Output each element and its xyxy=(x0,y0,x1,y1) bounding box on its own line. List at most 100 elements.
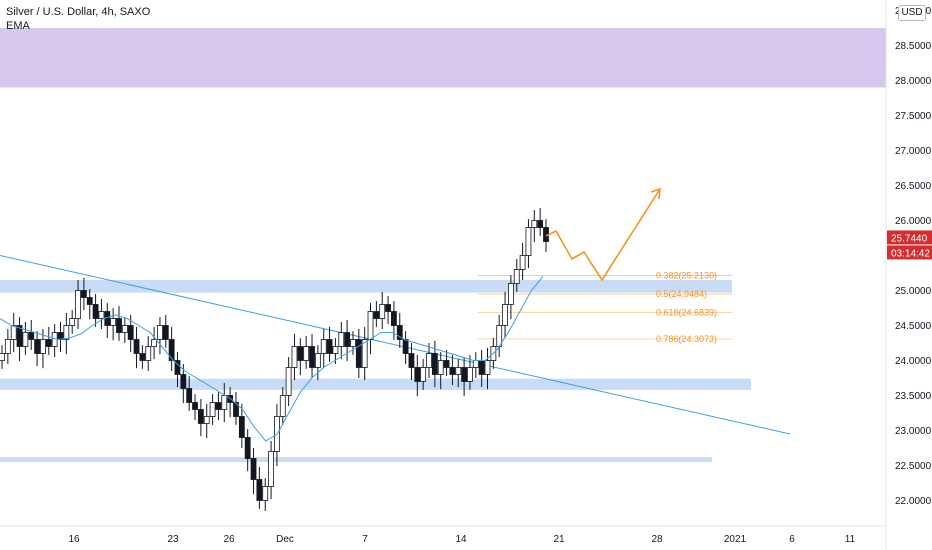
candle-body xyxy=(69,318,76,326)
candle-body xyxy=(414,367,421,382)
projection-layer xyxy=(545,187,661,282)
candle-body xyxy=(186,388,193,403)
projection-path xyxy=(545,188,661,282)
candle-body xyxy=(350,339,356,347)
candle-body xyxy=(426,353,432,368)
candle-body xyxy=(116,318,122,333)
x-tick-label: 28 xyxy=(651,534,663,545)
candle-body xyxy=(391,311,397,326)
candle-body xyxy=(408,353,415,368)
y-tick-label: 22.5000 xyxy=(895,461,932,472)
candle-body xyxy=(431,353,438,375)
trendline-layer xyxy=(0,255,791,435)
x-tick-label: 6 xyxy=(789,534,795,545)
candle-body xyxy=(197,409,204,424)
candle-body xyxy=(279,395,286,417)
countdown-text: 03:14:42 xyxy=(891,248,930,259)
candle-body xyxy=(157,325,163,340)
candle-body xyxy=(443,360,450,368)
x-tick-label: 21 xyxy=(553,534,565,545)
y-tick-label: 25.0000 xyxy=(895,286,932,297)
candle-body xyxy=(110,318,117,326)
candle-body xyxy=(151,339,157,347)
projection-arrow-head xyxy=(650,187,661,200)
candle-body xyxy=(63,325,70,340)
fib-layer: 0.382(25.2130) 0.5(24.9484) 0.618(24.6839)… xyxy=(478,271,732,344)
candle-body xyxy=(86,297,93,305)
countdown-badge xyxy=(887,245,932,260)
y-tick-label: 23.0000 xyxy=(895,426,932,437)
candle-body xyxy=(420,367,427,382)
candle-body xyxy=(262,486,269,501)
candle-body xyxy=(174,360,181,375)
candle-body xyxy=(344,332,351,347)
candle-body xyxy=(133,339,140,354)
candle-body xyxy=(16,325,23,347)
x-tick-label: 14 xyxy=(455,534,467,545)
candle-body xyxy=(361,339,368,368)
candle-body xyxy=(45,339,52,347)
candle-body xyxy=(309,346,315,368)
candle-body xyxy=(373,311,380,319)
candle-body xyxy=(484,360,491,375)
candle-body xyxy=(139,353,146,361)
candles-layer xyxy=(0,207,549,511)
candle-body xyxy=(121,325,128,333)
candle-body xyxy=(40,339,46,354)
candle-body xyxy=(233,402,239,417)
indicator-label[interactable]: EMA xyxy=(6,20,30,32)
y-tick-label: 26.0000 xyxy=(895,216,932,227)
candle-body xyxy=(127,325,134,340)
candle-body xyxy=(291,346,298,368)
last-price-badge xyxy=(887,230,932,245)
x-tick-label: 2021 xyxy=(724,534,747,545)
candle-body xyxy=(326,339,333,354)
y-tick-label: 26.5000 xyxy=(895,181,932,192)
candle-body xyxy=(367,311,374,340)
candle-body xyxy=(22,332,29,347)
candle-body xyxy=(221,395,228,410)
candle-body xyxy=(80,290,87,298)
x-tick-label: 16 xyxy=(68,534,80,545)
zone-zone-22.6 xyxy=(0,457,712,462)
trendline xyxy=(0,255,791,435)
candle-body xyxy=(180,374,187,389)
zones-layer xyxy=(0,28,886,462)
zone-zone-25 xyxy=(0,280,732,293)
candle-body xyxy=(502,304,508,326)
candle-body xyxy=(320,339,327,354)
candle-body xyxy=(145,346,152,361)
y-tick-label: 23.5000 xyxy=(895,391,932,402)
zone-resistance xyxy=(0,28,886,88)
time-axis: 16 23 26 Dec 7 14 21 28 2021 6 11 xyxy=(0,525,886,545)
candle-body xyxy=(0,353,5,361)
x-tick-label: 26 xyxy=(223,534,235,545)
candle-body xyxy=(461,367,468,382)
candle-body xyxy=(92,304,99,319)
candle-body xyxy=(28,332,35,340)
y-tick-label: 27.5000 xyxy=(895,111,932,122)
candle-body xyxy=(531,220,538,228)
candle-body xyxy=(4,339,11,354)
candle-body xyxy=(519,255,526,270)
fib-label-0: 0.382(25.2130) xyxy=(656,271,717,281)
last-price-text: 25.7440 xyxy=(891,233,928,244)
x-tick-label: Dec xyxy=(276,534,294,545)
candle-body xyxy=(455,367,462,375)
candle-body xyxy=(162,325,169,340)
candle-body xyxy=(215,402,222,410)
fib-label-3: 0.786(24.3073) xyxy=(656,334,717,344)
candle-body xyxy=(57,332,64,340)
ema-line xyxy=(0,276,544,442)
price-axis: 29.000028.500028.000027.500027.000026.50… xyxy=(885,0,932,550)
candle-body xyxy=(449,367,456,375)
fib-label-1: 0.5(24.9484) xyxy=(656,289,707,299)
candle-body xyxy=(314,353,321,368)
candle-body xyxy=(525,227,532,256)
candle-body xyxy=(385,304,391,312)
symbol-title[interactable]: Silver / U.S. Dollar, 4h, SAXO xyxy=(6,6,151,18)
candle-body xyxy=(285,367,292,396)
currency-button[interactable]: USD xyxy=(898,5,926,21)
candle-body xyxy=(192,402,198,410)
